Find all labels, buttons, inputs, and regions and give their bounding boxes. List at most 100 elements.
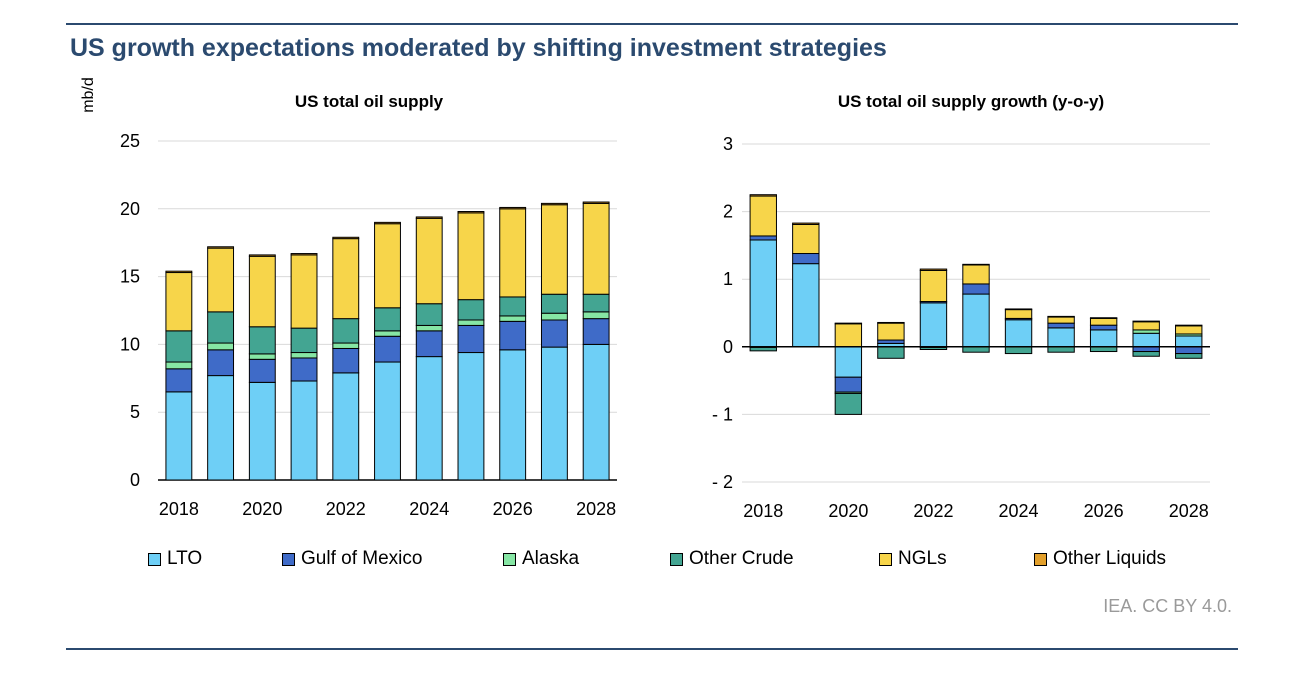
bar-ngls-2026: [1089, 317, 1118, 326]
bar-other-crude-2023: [374, 307, 401, 332]
x-tick-label: 2024: [999, 501, 1039, 521]
y-tick-label: 0: [130, 470, 140, 490]
bar-other-liquids-2024: [1004, 308, 1033, 311]
bar-other-liquids-2019: [792, 222, 820, 225]
bar-ngls-2027: [1132, 321, 1160, 331]
legend-item-other-liquids: Other Liquids: [1034, 548, 1166, 570]
y-tick-label: 0: [723, 337, 733, 357]
bar-other-crude-2021: [290, 327, 318, 354]
x-tick-label: 2018: [743, 501, 783, 521]
bar-other-liquids-2022: [919, 268, 948, 271]
legend-swatch: [670, 552, 683, 566]
bar-gulf-of-mexico-2023: [374, 335, 401, 363]
legend-label: Gulf of Mexico: [301, 548, 423, 569]
bar-ngls-2021: [877, 322, 905, 341]
bar-gulf-of-mexico-2019: [207, 349, 235, 377]
bar-gulf-of-mexico-2019: [792, 253, 820, 265]
x-tick-label: 2022: [913, 501, 953, 521]
chart-2: US total oil supply growth (y-o-y) - 2 - 1…: [712, 92, 1210, 521]
x-tick-label: 2020: [242, 499, 282, 519]
bar-gulf-of-mexico-2021: [290, 357, 318, 382]
bar-other-crude-2025: [1047, 346, 1075, 353]
bar-lto-2021: [290, 380, 318, 481]
bar-other-liquids-2028: [582, 201, 610, 204]
bar-other-crude-2028: [1175, 353, 1203, 359]
bar-gulf-of-mexico-2018: [165, 368, 193, 393]
bar-gulf-of-mexico-2022: [332, 347, 360, 374]
bar-gulf-of-mexico-2026: [1089, 324, 1118, 331]
chart-title: US total oil supply growth (y-o-y): [838, 92, 1104, 111]
legend-swatch: [282, 552, 295, 566]
bar-ngls-2018: [749, 195, 777, 237]
bar-other-crude-2022: [332, 318, 360, 344]
bar-other-crude-2019: [207, 311, 235, 344]
bar-other-liquids-2025: [1047, 315, 1075, 318]
bar-alaska-2024: [415, 324, 443, 332]
credit-text: IEA. CC BY 4.0.: [1103, 596, 1232, 616]
chart-title: US total oil supply: [295, 92, 444, 111]
bar-lto-2022: [332, 372, 360, 481]
legend-swatch: [1034, 552, 1047, 566]
bar-lto-2025: [457, 352, 485, 481]
bar-lto-2026: [499, 349, 527, 481]
bar-other-crude-2028: [582, 293, 610, 313]
bar-other-liquids-2027: [540, 202, 568, 206]
y-tick-label: 3: [723, 134, 733, 154]
legend: LTO Gulf of Mexico Alaska Other Crude NGLs Ot…: [148, 548, 1198, 572]
bar-ngls-2022: [332, 238, 360, 320]
bottom-rule: [66, 648, 1238, 650]
bar-lto-2020: [834, 346, 863, 378]
bar-gulf-of-mexico-2020: [834, 376, 863, 393]
bar-alaska-2020: [248, 353, 276, 360]
bar-ngls-2023: [962, 264, 990, 285]
bar-alaska-2018: [165, 361, 193, 370]
bar-alaska-2022: [332, 342, 360, 349]
bar-gulf-of-mexico-2018: [749, 235, 777, 241]
y-tick-label: 1: [723, 269, 733, 289]
bar-lto-2028: [1175, 335, 1203, 348]
bar-other-crude-2018: [749, 346, 777, 352]
legend-label: Other Liquids: [1053, 548, 1167, 569]
bar-alaska-2019: [207, 342, 235, 351]
bar-lto-2023: [374, 361, 401, 481]
bar-other-liquids-2026: [1089, 317, 1118, 319]
bar-lto-2027: [1132, 332, 1160, 348]
bar-other-crude-2024: [415, 303, 443, 326]
x-tick-label: 2026: [1084, 501, 1124, 521]
x-tick-label: 2022: [326, 499, 366, 519]
y-tick-label: - 1: [712, 404, 733, 424]
legend-swatch: [148, 552, 161, 566]
bar-lto-2018: [749, 239, 777, 348]
bar-ngls-2018: [165, 272, 193, 332]
bar-gulf-of-mexico-2028: [582, 318, 610, 345]
legend-item-alaska: Alaska: [503, 548, 579, 570]
bar-gulf-of-mexico-2028: [1175, 346, 1203, 355]
bar-alaska-2023: [374, 330, 401, 337]
bar-alaska-2026: [499, 315, 527, 322]
bar-ngls-2026: [499, 208, 527, 298]
bar-gulf-of-mexico-2025: [457, 324, 485, 354]
legend-item-lto: LTO: [148, 548, 202, 570]
bar-other-crude-2027: [1132, 351, 1160, 357]
bar-other-crude-2018: [165, 330, 193, 363]
bar-gulf-of-mexico-2025: [1047, 322, 1075, 329]
bar-other-liquids-2020: [834, 322, 863, 325]
bar-other-crude-2020: [248, 326, 276, 355]
bar-gulf-of-mexico-2023: [962, 283, 990, 295]
y-tick-label: 15: [120, 267, 140, 287]
bar-other-crude-2026: [499, 296, 527, 317]
bar-lto-2022: [919, 302, 948, 348]
bar-gulf-of-mexico-2020: [248, 358, 276, 383]
y-tick-label: 2: [723, 202, 733, 222]
bar-lto-2025: [1047, 327, 1075, 348]
legend-label: Other Crude: [689, 548, 794, 569]
bar-alaska-2021: [290, 352, 318, 359]
legend-item-other-crude: Other Crude: [670, 548, 794, 570]
bar-ngls-2028: [582, 202, 610, 295]
x-tick-label: 2028: [1169, 501, 1209, 521]
bar-other-liquids-2021: [290, 253, 318, 256]
bar-lto-2027: [540, 346, 568, 481]
bar-gulf-of-mexico-2024: [415, 330, 443, 358]
legend-label: Alaska: [522, 548, 580, 569]
